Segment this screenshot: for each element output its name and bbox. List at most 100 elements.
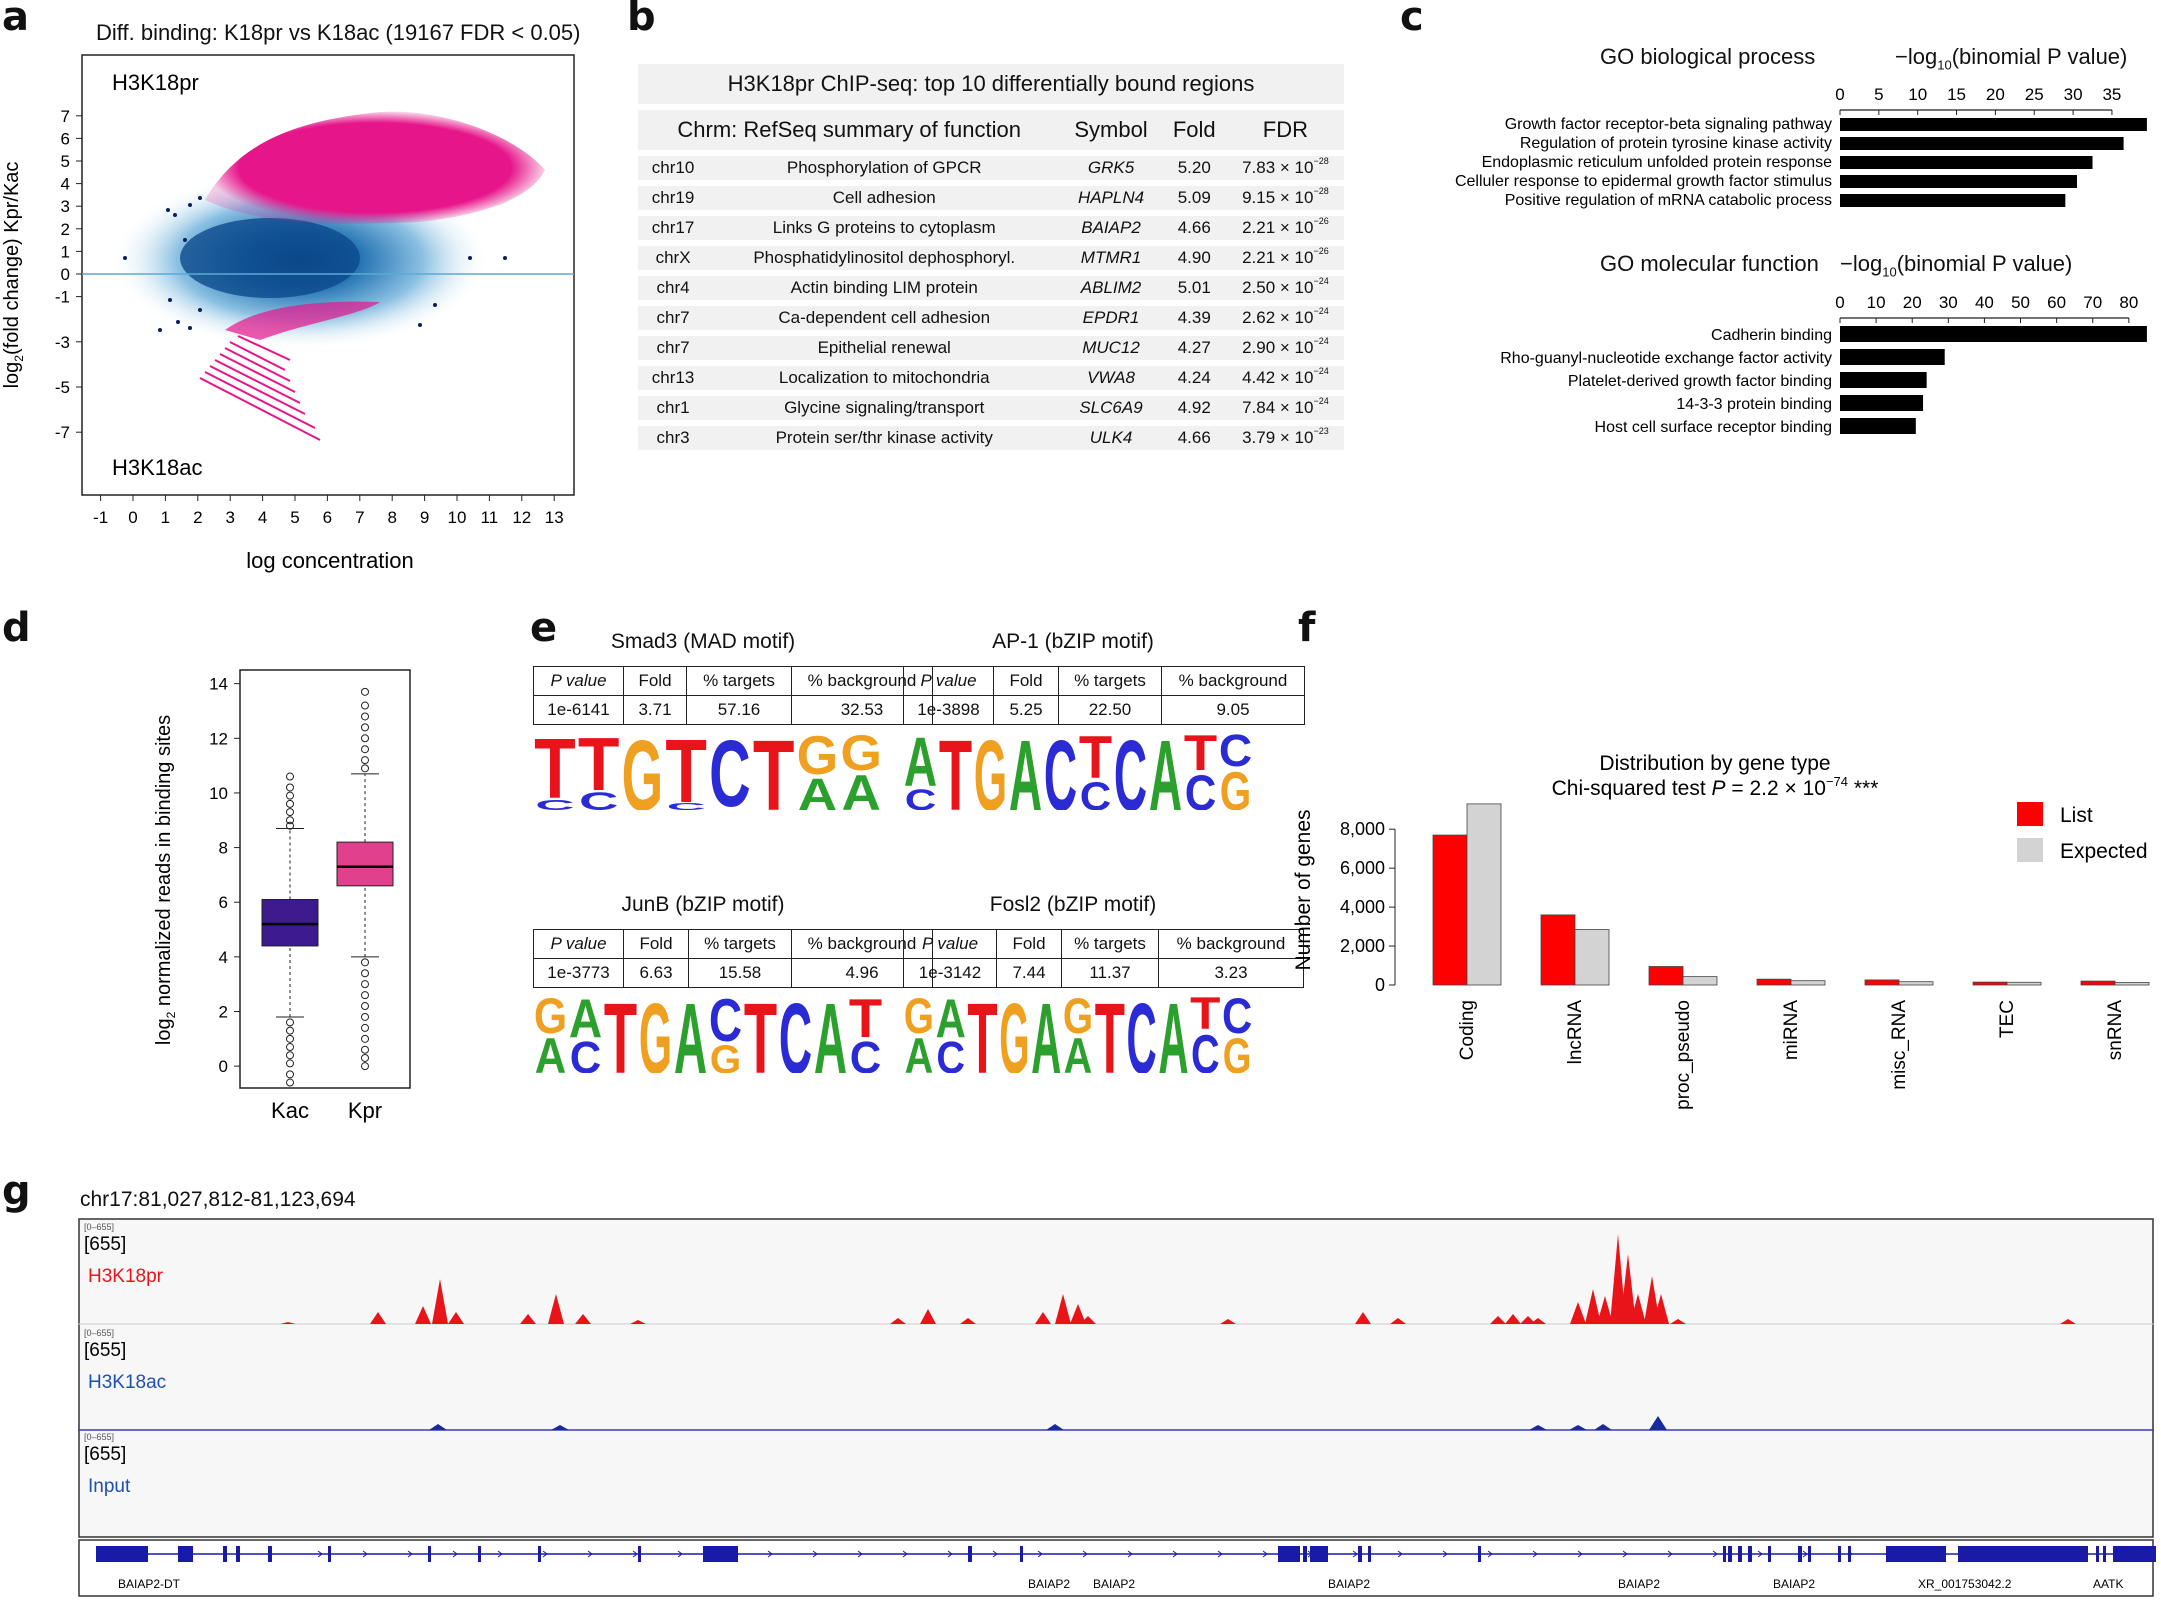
- logo-letter: A: [841, 765, 880, 810]
- x-tick-label: 80: [2119, 293, 2138, 312]
- iqr-box: [261, 898, 319, 947]
- panel-a-title: Diff. binding: K18pr vs K18ac (19167 FDR…: [96, 20, 581, 45]
- strand-arrow: [992, 1550, 998, 1558]
- box-kac: Kac: [261, 772, 319, 1123]
- strand-arrow: [632, 1550, 638, 1558]
- strand-arrow: [902, 1550, 908, 1558]
- category-label: lncRNA: [1565, 1000, 1586, 1065]
- cell-chr: chrX: [638, 246, 709, 270]
- exon: [1808, 1546, 1811, 1562]
- logo-letter: T: [1095, 993, 1125, 1073]
- header-func: Chrm: RefSeq summary of function: [638, 110, 1061, 150]
- logo-letter: A: [936, 993, 966, 1049]
- logo-letter: T: [753, 730, 795, 810]
- outlier-point: [286, 783, 294, 792]
- logo-letter: A: [905, 1028, 934, 1073]
- table-row: chr1 Glycine signaling/transport SLC6A9 4.9…: [638, 396, 1344, 420]
- cell-fold: 5.20: [1161, 156, 1227, 180]
- gene-label: BAIAP2: [1618, 1577, 1660, 1591]
- x-tick-label: 30: [2064, 85, 2083, 104]
- chart-subtitle: Chi-squared test P = 2.2 × 10−74 ***: [1552, 774, 1879, 800]
- outlier-point: [286, 791, 294, 800]
- motif-header: Fold: [623, 666, 687, 696]
- motif-value: 57.16: [686, 695, 792, 725]
- y-tick-label: -3: [55, 333, 70, 352]
- motif-value: 1e-3898: [903, 695, 994, 725]
- outlier-point: [361, 764, 369, 773]
- panel-label-a: a: [2, 0, 29, 40]
- legend-swatch: [2017, 802, 2043, 826]
- x-tick-label: 10: [448, 508, 467, 527]
- motif-stats-table: P value Fold% targets% background 1e-3898 5…: [903, 666, 1305, 725]
- logo-letter: A: [904, 730, 937, 801]
- logo-letter: C: [850, 1032, 882, 1073]
- go-bar: [1840, 137, 2124, 150]
- logo-letter: G: [797, 730, 839, 786]
- cell-fold: 4.66: [1161, 426, 1227, 450]
- y-tick-label: 0: [61, 265, 70, 284]
- x-tick-label: 10: [1908, 85, 1927, 104]
- y-tick-label: -1: [55, 288, 70, 307]
- header-fold: Fold: [1161, 110, 1227, 150]
- motif-header: Fold: [623, 929, 689, 959]
- category-label: miRNA: [1781, 1000, 1802, 1060]
- outlier-point: [286, 816, 294, 825]
- motif-header: % background: [1158, 929, 1304, 959]
- gene-label: AATK: [2093, 1577, 2123, 1591]
- logo-letter: C: [1044, 730, 1077, 810]
- strand-arrow: [1307, 1550, 1313, 1558]
- go-bar: [1840, 349, 1945, 365]
- x-tick-label: 0: [1835, 85, 1844, 104]
- logo-letter: C: [905, 784, 937, 810]
- logo-letter: G: [904, 993, 934, 1044]
- outlier-point: [286, 808, 294, 817]
- strand-arrow: [1622, 1550, 1628, 1558]
- x-tick-label: 0: [1835, 293, 1844, 312]
- x-tick-label: 70: [2083, 293, 2102, 312]
- header-symbol: Symbol: [1060, 110, 1162, 150]
- logo-letter: C: [1185, 765, 1217, 810]
- motif-header: % targets: [1058, 666, 1162, 696]
- motif-title: JunB (bZIP motif): [621, 893, 785, 916]
- panel-label-d: d: [2, 605, 31, 651]
- gene-label: BAIAP2: [1328, 1577, 1370, 1591]
- motif-stats-table: P value Fold% targets% background 1e-3142 7…: [903, 929, 1304, 988]
- exon: [1310, 1546, 1328, 1562]
- plot-frame: [81, 54, 575, 496]
- logo-letter: G: [974, 730, 1007, 810]
- bar-list: [1756, 978, 1792, 986]
- cell-fold: 4.90: [1161, 246, 1227, 270]
- track-name: H3K18ac: [88, 1372, 166, 1393]
- outlier-point: [361, 958, 369, 967]
- table-row: chrX Phosphatidylinositol dephosphoryl. MT…: [638, 246, 1344, 270]
- motif-value: 22.50: [1058, 695, 1162, 725]
- panel-label-b: b: [627, 0, 656, 40]
- cell-fdr: 2.90 × 10−24: [1226, 336, 1344, 360]
- outlier-point: [361, 745, 369, 754]
- outlier-point: [286, 1078, 294, 1087]
- cell-fdr: 9.15 × 10−28: [1226, 186, 1344, 210]
- exon: [1748, 1546, 1752, 1562]
- x-tick-label: 40: [1975, 293, 1994, 312]
- logo-letter: A: [674, 993, 707, 1073]
- go-term-label: Regulation of protein tyrosine kinase ac…: [1520, 135, 1832, 152]
- x-tick-label: 9: [420, 508, 429, 527]
- strand-arrow: [1712, 1550, 1718, 1558]
- legend-label: Expected: [2060, 840, 2148, 863]
- logo-letter: G: [639, 993, 672, 1073]
- x-tick-label: 15: [1947, 85, 1966, 104]
- exon: [223, 1546, 227, 1562]
- motif-value: 3.23: [1158, 958, 1304, 988]
- go-bar: [1840, 118, 2147, 131]
- logo-letter: T: [534, 730, 576, 810]
- exon: [1738, 1546, 1742, 1562]
- panel-label-g: g: [2, 1168, 31, 1214]
- outlier-point: [361, 1062, 369, 1071]
- go-bar: [1840, 175, 2077, 188]
- cell-fdr: 7.84 × 10−24: [1226, 396, 1344, 420]
- strand-arrow: [1217, 1550, 1223, 1558]
- genome-browser: [0–655] [655] H3K18pr [0–655] [655] H3K18ac [0…: [78, 1218, 2156, 1597]
- go-bar: [1840, 326, 2147, 342]
- motif-title: Smad3 (MAD motif): [610, 630, 796, 653]
- go-term-label: Cadherin binding: [1711, 327, 1832, 344]
